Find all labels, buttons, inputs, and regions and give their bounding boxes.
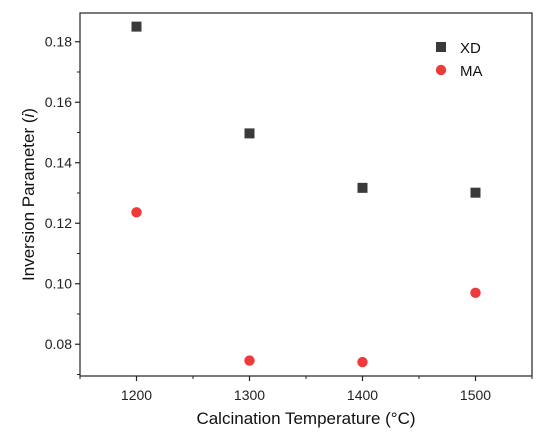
legend-ma-label: MA (460, 63, 483, 80)
x-axis-label: Calcination Temperature (°C) (196, 409, 415, 428)
y-axis-label-suffix: ) (19, 108, 38, 114)
x-tick-label: 1500 (460, 387, 491, 403)
y-tick-label: 0.08 (45, 336, 72, 352)
y-tick-label: 0.10 (45, 276, 72, 292)
legend: XD MA (435, 40, 483, 80)
y-tick-label: 0.14 (45, 155, 72, 171)
x-tick-label: 1200 (121, 387, 152, 403)
y-axis-label-prefix: Inversion Parameter ( (19, 117, 38, 281)
ma-point (244, 355, 255, 366)
y-axis-label-italic: i (19, 113, 38, 118)
y-tick-label: 0.18 (45, 34, 72, 50)
y-tick-label: 0.12 (45, 215, 72, 231)
xd-point (131, 21, 142, 32)
x-tick-label: 1400 (347, 387, 378, 403)
ma-point (357, 356, 368, 368)
ma-point (470, 287, 481, 299)
ma-point (131, 207, 142, 218)
xd-point (244, 128, 255, 139)
y-axis-ticks: 0.08 0.10 0.12 0.14 0.16 0.18 (45, 34, 80, 375)
legend-xd-label: XD (460, 40, 481, 57)
y-tick-label: 0.16 (45, 94, 72, 110)
legend-ma-marker (435, 64, 447, 76)
xd-point (357, 182, 368, 193)
legend-xd-marker (436, 42, 446, 52)
x-tick-label: 1300 (234, 387, 265, 403)
y-axis-label: Inversion Parameter (i) (19, 108, 38, 281)
x-axis-ticks: 1200 1300 1400 1500 (79, 376, 533, 403)
xd-point (470, 187, 481, 198)
data-marks (131, 21, 481, 368)
